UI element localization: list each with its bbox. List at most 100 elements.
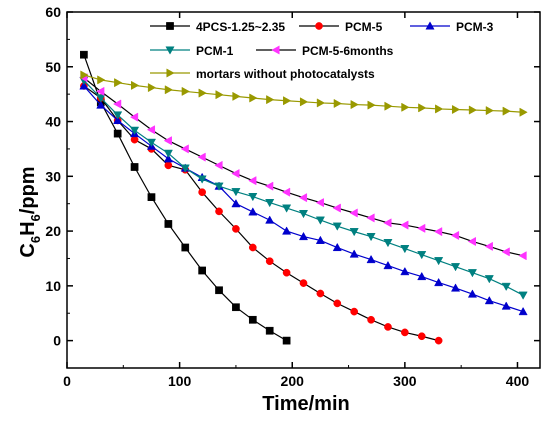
data-point [266, 95, 275, 105]
legend-marker [166, 68, 175, 78]
data-point [232, 225, 240, 233]
series-pcm-5-6months [79, 73, 527, 261]
legend-item-4pcs-1-25-2-35: 4PCS-1.25~2.35 [150, 20, 285, 34]
data-point [180, 144, 189, 154]
data-point [265, 199, 275, 208]
data-point [248, 207, 258, 216]
data-point [113, 129, 122, 138]
data-point [299, 279, 308, 287]
data-point [298, 231, 309, 241]
y-tick-label: 40 [45, 114, 61, 130]
data-point [113, 111, 123, 120]
data-point [332, 203, 341, 213]
data-point [518, 251, 527, 261]
data-point [367, 100, 376, 110]
legend-marker [315, 22, 323, 30]
data-point [401, 328, 409, 337]
data-point [147, 83, 157, 93]
data-point [164, 161, 173, 170]
data-point [501, 301, 511, 310]
data-point [164, 220, 173, 228]
data-point [434, 277, 444, 287]
data-point [281, 187, 291, 197]
data-point [147, 193, 156, 201]
data-point [180, 164, 190, 173]
data-point [316, 98, 326, 108]
y-tick-label: 30 [45, 168, 61, 184]
data-point [163, 154, 173, 163]
legend-label: PCM-3 [456, 20, 494, 34]
data-point [484, 275, 494, 284]
legend-label: PCM-1 [196, 44, 234, 58]
axes: 0 100 200 300 400 0 10 20 30 40 50 60 [45, 4, 541, 389]
data-point [518, 306, 528, 316]
data-point [366, 254, 376, 264]
data-point [366, 213, 375, 223]
data-point [332, 222, 342, 231]
legend-item-pcm-1: PCM-1 [150, 44, 234, 58]
x-tick-label: 0 [63, 373, 71, 389]
data-point [131, 80, 140, 90]
data-point [80, 50, 88, 59]
data-point [197, 175, 207, 184]
data-point [163, 149, 173, 158]
data-point [214, 160, 223, 170]
y-axis-title-tail: /ppm [17, 166, 39, 214]
data-point [282, 268, 291, 277]
data-point [265, 257, 274, 266]
data-point [163, 136, 172, 146]
series-line [83, 80, 524, 296]
data-point [113, 99, 122, 109]
x-tick-label: 100 [168, 373, 192, 389]
legend-label: PCM-5-6months [302, 44, 394, 58]
y-tick-label: 20 [45, 223, 61, 239]
y-axis-title-c: C [17, 243, 39, 257]
data-point [484, 295, 494, 305]
legend-item-pcm-3: PCM-3 [410, 20, 494, 34]
data-point [298, 193, 308, 203]
data-point [283, 96, 292, 106]
data-point [231, 169, 240, 179]
data-point [519, 107, 528, 117]
series-4pcs-1-25-2-35 [80, 50, 291, 345]
data-point [417, 332, 426, 341]
data-point [130, 163, 139, 171]
y-tick-label: 60 [45, 4, 61, 20]
data-point [80, 70, 89, 80]
data-point [113, 115, 123, 125]
data-point [450, 263, 461, 272]
data-point [198, 266, 206, 275]
data-point [96, 86, 105, 96]
data-point [214, 182, 224, 191]
data-point [248, 193, 258, 202]
series-line [83, 85, 439, 342]
y-axis-title-sub1: 6 [28, 236, 43, 243]
data-point [467, 289, 477, 298]
legend-item-pcm-5: PCM-5 [299, 20, 383, 34]
data-point [366, 232, 376, 242]
data-point [383, 218, 392, 228]
data-point [484, 241, 493, 251]
data-point [265, 181, 274, 191]
data-point [467, 269, 477, 278]
data-point [332, 242, 342, 252]
data-point [130, 126, 140, 135]
data-point [401, 102, 410, 112]
legend-label: 4PCS-1.25~2.35 [196, 20, 285, 34]
data-point [181, 86, 190, 96]
y-axis-title: C6H6/ppm [17, 166, 43, 257]
data-point [333, 299, 342, 308]
data-point [384, 101, 393, 111]
data-point [501, 247, 510, 257]
data-point [384, 323, 392, 331]
y-axis-title-h: H [17, 221, 39, 235]
data-point [114, 78, 123, 88]
data-point [181, 243, 190, 252]
series-pcm-1 [79, 76, 528, 300]
legend-item-pcm-5-6months: PCM-5-6months [256, 44, 394, 58]
legend-label: mortars without photocatalysts [196, 67, 375, 81]
data-point [248, 176, 257, 186]
data-point [198, 188, 206, 197]
plot-frame [66, 11, 541, 369]
